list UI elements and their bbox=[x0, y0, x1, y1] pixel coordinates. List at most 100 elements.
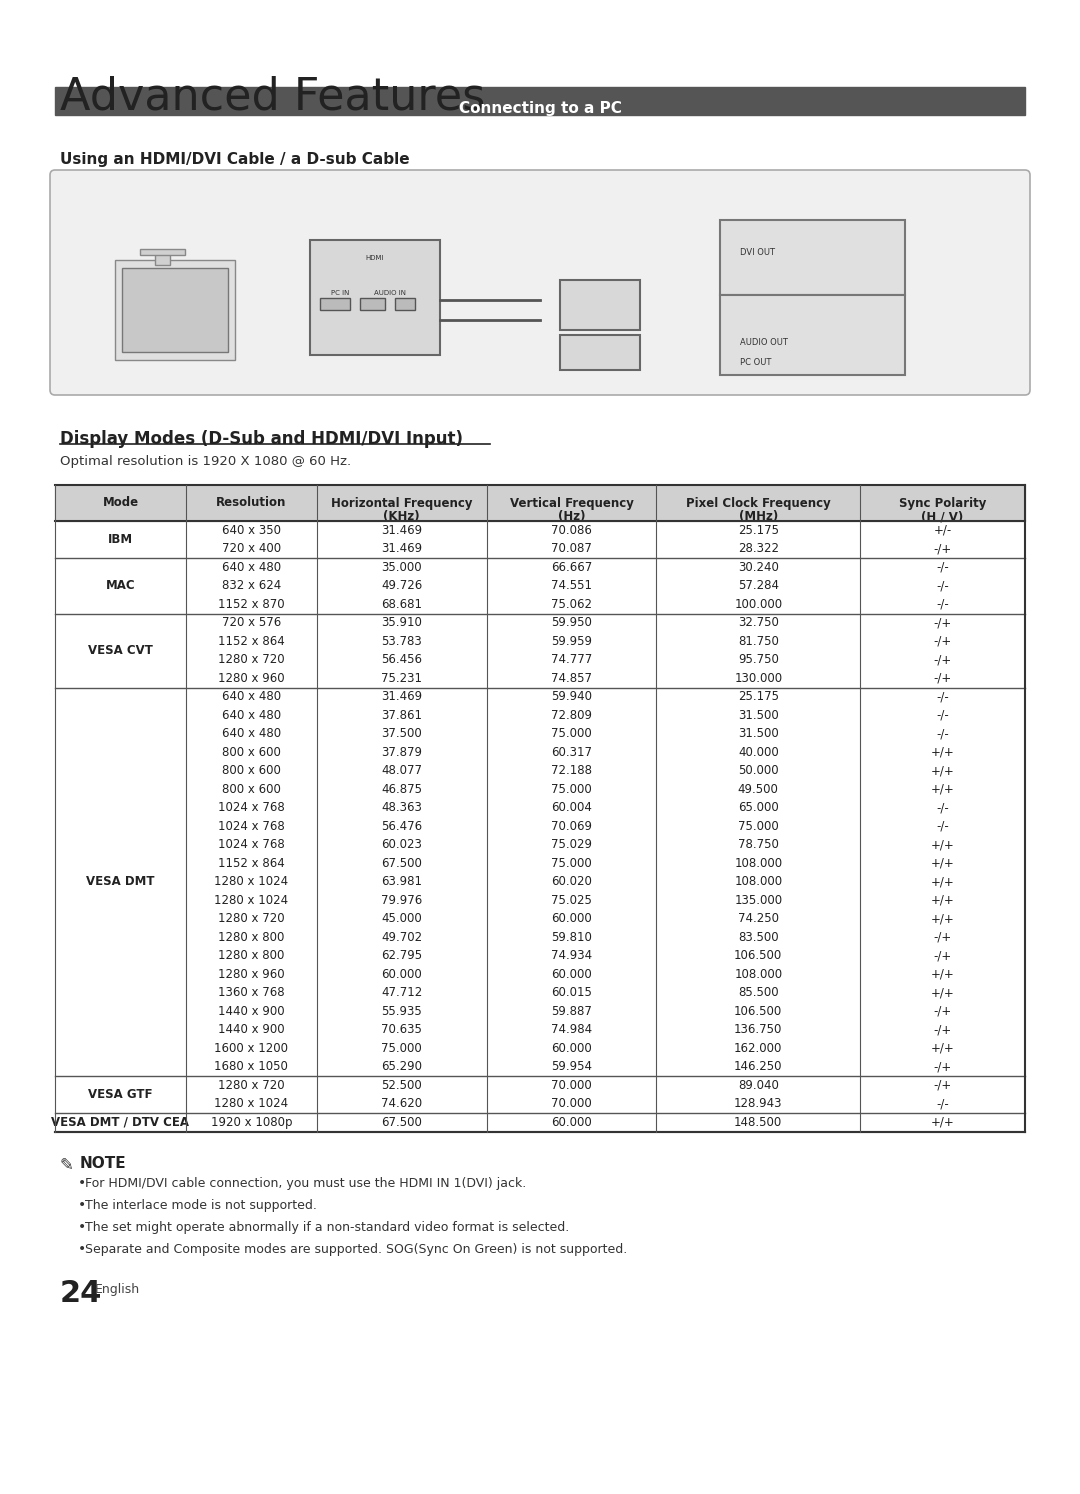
Text: 832 x 624: 832 x 624 bbox=[221, 580, 281, 592]
Text: -/-: -/- bbox=[936, 728, 949, 740]
Text: 75.000: 75.000 bbox=[551, 728, 592, 740]
Text: 1680 x 1050: 1680 x 1050 bbox=[215, 1061, 288, 1073]
Text: 1600 x 1200: 1600 x 1200 bbox=[215, 1041, 288, 1055]
Text: 40.000: 40.000 bbox=[738, 746, 779, 759]
Text: 59.950: 59.950 bbox=[551, 616, 592, 629]
Bar bbox=[320, 297, 350, 309]
Text: 1280 x 800: 1280 x 800 bbox=[218, 949, 285, 962]
Text: -/-: -/- bbox=[936, 1097, 949, 1110]
Text: The set might operate abnormally if a non-standard video format is selected.: The set might operate abnormally if a no… bbox=[85, 1221, 569, 1234]
Text: 1024 x 768: 1024 x 768 bbox=[218, 820, 285, 832]
Text: 37.861: 37.861 bbox=[381, 708, 422, 722]
Text: 60.000: 60.000 bbox=[551, 968, 592, 980]
Text: VESA DMT: VESA DMT bbox=[86, 875, 154, 889]
Text: 83.500: 83.500 bbox=[738, 931, 779, 944]
Bar bbox=[55, 632, 1025, 650]
Text: MAC: MAC bbox=[106, 580, 135, 592]
Text: 1152 x 864: 1152 x 864 bbox=[218, 856, 285, 870]
Text: 31.469: 31.469 bbox=[381, 690, 422, 704]
Text: 31.500: 31.500 bbox=[738, 728, 779, 740]
Bar bbox=[55, 725, 1025, 743]
Text: +/+: +/+ bbox=[931, 856, 955, 870]
Text: -/-: -/- bbox=[936, 690, 949, 704]
Text: 31.469: 31.469 bbox=[381, 542, 422, 556]
Bar bbox=[55, 539, 1025, 557]
Text: 70.635: 70.635 bbox=[381, 1023, 422, 1037]
Bar bbox=[55, 835, 1025, 855]
Text: (H / V): (H / V) bbox=[921, 509, 963, 523]
Text: 53.783: 53.783 bbox=[381, 635, 422, 648]
Text: -/+: -/+ bbox=[933, 672, 951, 684]
Bar bbox=[55, 817, 1025, 835]
Bar bbox=[55, 872, 1025, 890]
Text: 108.000: 108.000 bbox=[734, 875, 782, 889]
Text: 89.040: 89.040 bbox=[738, 1079, 779, 1092]
Text: 62.795: 62.795 bbox=[381, 949, 422, 962]
Bar bbox=[55, 1020, 1025, 1038]
Text: 640 x 480: 640 x 480 bbox=[221, 690, 281, 704]
Bar bbox=[55, 890, 1025, 910]
Text: -/-: -/- bbox=[936, 708, 949, 722]
Text: 37.500: 37.500 bbox=[381, 728, 422, 740]
Text: 47.712: 47.712 bbox=[381, 986, 422, 999]
Text: 1440 x 900: 1440 x 900 bbox=[218, 1005, 285, 1017]
Text: 75.000: 75.000 bbox=[738, 820, 779, 832]
Text: •: • bbox=[78, 1198, 86, 1213]
Text: 79.976: 79.976 bbox=[381, 893, 422, 907]
Text: 37.879: 37.879 bbox=[381, 746, 422, 759]
Text: +/-: +/- bbox=[933, 524, 951, 536]
Text: -/+: -/+ bbox=[933, 1061, 951, 1073]
Text: Advanced Features: Advanced Features bbox=[60, 75, 485, 118]
Bar bbox=[55, 1002, 1025, 1020]
Text: ✎: ✎ bbox=[60, 1156, 73, 1174]
Text: 146.250: 146.250 bbox=[734, 1061, 783, 1073]
Text: 1024 x 768: 1024 x 768 bbox=[218, 801, 285, 814]
Text: -/-: -/- bbox=[936, 820, 949, 832]
Text: 1152 x 864: 1152 x 864 bbox=[218, 635, 285, 648]
Bar bbox=[55, 669, 1025, 687]
Bar bbox=[360, 297, 384, 309]
Bar bbox=[55, 910, 1025, 928]
Text: 800 x 600: 800 x 600 bbox=[222, 783, 281, 796]
Bar bbox=[55, 780, 1025, 798]
Text: 1280 x 1024: 1280 x 1024 bbox=[214, 1097, 288, 1110]
Text: 72.188: 72.188 bbox=[551, 765, 592, 777]
Text: Display Modes (D-Sub and HDMI/DVI Input): Display Modes (D-Sub and HDMI/DVI Input) bbox=[60, 430, 463, 448]
Bar bbox=[55, 983, 1025, 1002]
FancyBboxPatch shape bbox=[50, 170, 1030, 394]
Text: 74.777: 74.777 bbox=[551, 653, 592, 666]
Text: HDMI: HDMI bbox=[366, 255, 384, 261]
Bar bbox=[55, 650, 1025, 669]
Text: 60.004: 60.004 bbox=[551, 801, 592, 814]
Bar bbox=[310, 241, 440, 356]
Text: 1280 x 960: 1280 x 960 bbox=[218, 672, 285, 684]
Bar bbox=[55, 947, 1025, 965]
Text: Sync Polarity: Sync Polarity bbox=[899, 498, 986, 509]
Text: 162.000: 162.000 bbox=[734, 1041, 782, 1055]
Text: -/-: -/- bbox=[936, 801, 949, 814]
Bar bbox=[395, 297, 415, 309]
Text: +/+: +/+ bbox=[931, 746, 955, 759]
Bar bbox=[55, 687, 1025, 707]
Text: Vertical Frequency: Vertical Frequency bbox=[510, 498, 634, 509]
Text: 136.750: 136.750 bbox=[734, 1023, 782, 1037]
Text: 640 x 480: 640 x 480 bbox=[221, 728, 281, 740]
Text: 1920 x 1080p: 1920 x 1080p bbox=[211, 1116, 293, 1129]
Bar bbox=[55, 1038, 1025, 1058]
Text: 720 x 400: 720 x 400 bbox=[221, 542, 281, 556]
Bar bbox=[55, 557, 1025, 577]
Text: -/+: -/+ bbox=[933, 542, 951, 556]
Text: 32.750: 32.750 bbox=[738, 616, 779, 629]
Text: -/+: -/+ bbox=[933, 616, 951, 629]
Text: 59.940: 59.940 bbox=[551, 690, 592, 704]
Text: 46.875: 46.875 bbox=[381, 783, 422, 796]
Text: 75.062: 75.062 bbox=[551, 598, 592, 611]
Text: 1280 x 720: 1280 x 720 bbox=[218, 1079, 285, 1092]
Text: VESA CVT: VESA CVT bbox=[89, 644, 153, 657]
Text: 59.954: 59.954 bbox=[551, 1061, 592, 1073]
Text: 52.500: 52.500 bbox=[381, 1079, 422, 1092]
Text: 720 x 576: 720 x 576 bbox=[221, 616, 281, 629]
Text: DVI OUT: DVI OUT bbox=[740, 248, 775, 257]
Text: 108.000: 108.000 bbox=[734, 968, 782, 980]
Text: 60.015: 60.015 bbox=[551, 986, 592, 999]
